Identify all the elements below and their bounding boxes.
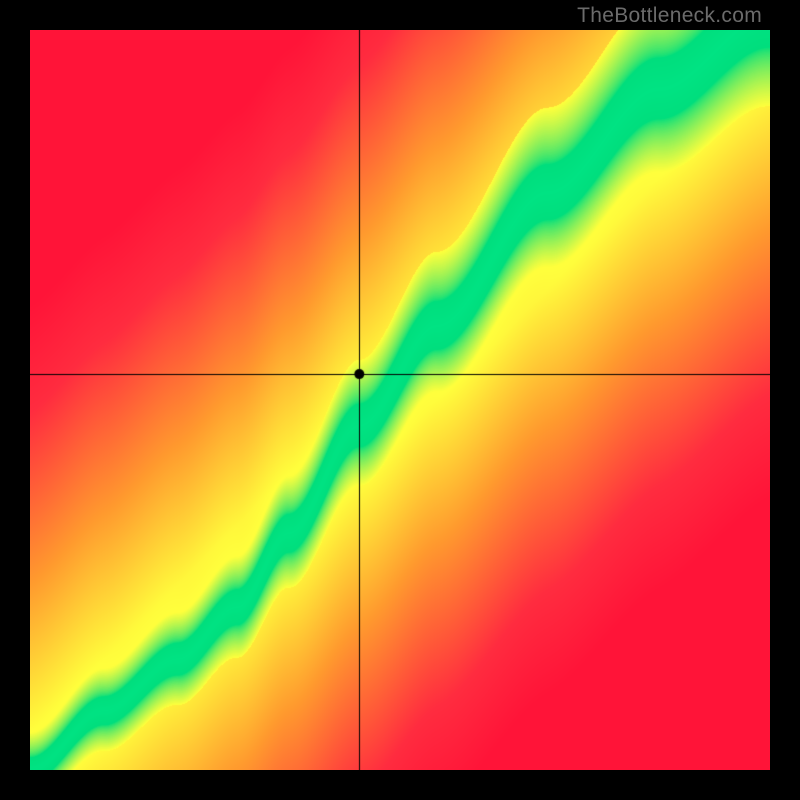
watermark-text: TheBottleneck.com bbox=[577, 4, 762, 28]
chart-container: TheBottleneck.com bbox=[0, 0, 800, 800]
heatmap-canvas bbox=[30, 30, 770, 770]
bottleneck-heatmap bbox=[30, 30, 770, 770]
